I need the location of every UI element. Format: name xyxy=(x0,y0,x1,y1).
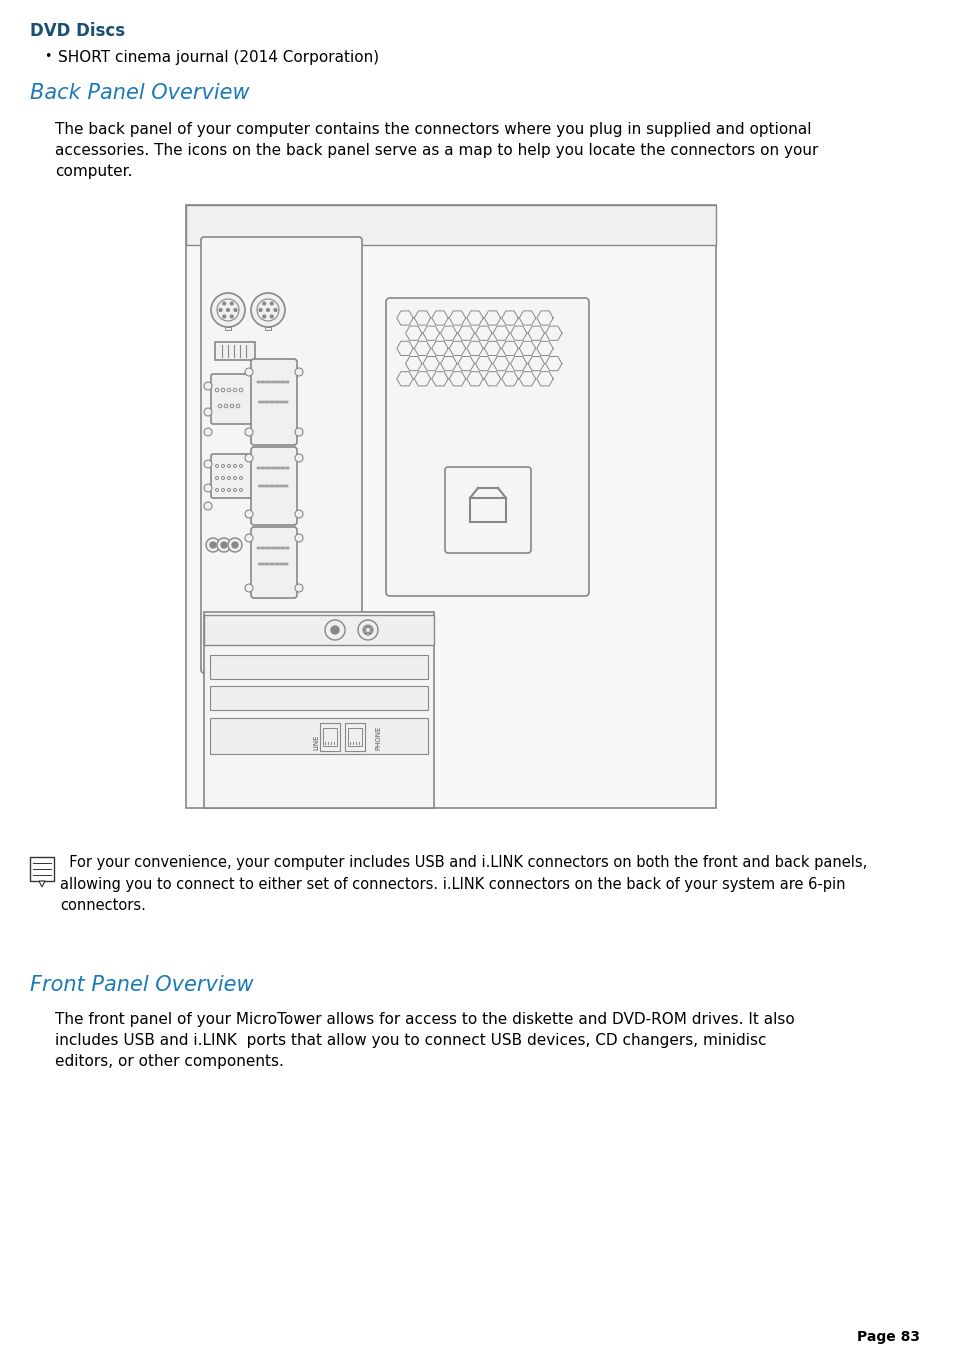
Bar xyxy=(210,655,428,680)
Circle shape xyxy=(223,303,226,305)
Bar xyxy=(319,723,339,751)
Circle shape xyxy=(270,303,273,305)
Text: •: • xyxy=(44,50,51,63)
Bar xyxy=(348,728,361,746)
Circle shape xyxy=(365,626,367,628)
Bar xyxy=(204,612,434,808)
FancyBboxPatch shape xyxy=(251,359,296,444)
Circle shape xyxy=(357,620,377,640)
Circle shape xyxy=(232,542,237,549)
Circle shape xyxy=(216,299,239,322)
Circle shape xyxy=(219,308,222,311)
Circle shape xyxy=(204,484,212,492)
FancyBboxPatch shape xyxy=(251,447,296,526)
Text: Back Panel Overview: Back Panel Overview xyxy=(30,82,250,103)
Circle shape xyxy=(245,534,253,542)
Circle shape xyxy=(331,626,338,634)
Circle shape xyxy=(363,630,365,631)
Text: LINE: LINE xyxy=(313,735,318,750)
Circle shape xyxy=(223,315,226,317)
FancyBboxPatch shape xyxy=(444,467,531,553)
Bar xyxy=(345,723,365,751)
Text: The back panel of your computer contains the connectors where you plug in suppli: The back panel of your computer contains… xyxy=(55,122,818,178)
Circle shape xyxy=(204,408,212,416)
Circle shape xyxy=(294,367,303,376)
Circle shape xyxy=(369,626,371,628)
Circle shape xyxy=(245,454,253,462)
Text: For your convenience, your computer includes USB and i.LINK connectors on both t: For your convenience, your computer incl… xyxy=(60,855,866,913)
Text: DVD Discs: DVD Discs xyxy=(30,22,125,41)
Bar xyxy=(210,717,428,754)
Circle shape xyxy=(259,308,262,311)
Circle shape xyxy=(270,315,273,317)
Circle shape xyxy=(230,303,233,305)
Circle shape xyxy=(211,293,245,327)
Circle shape xyxy=(245,428,253,436)
Circle shape xyxy=(206,538,220,553)
Circle shape xyxy=(266,308,269,311)
Circle shape xyxy=(263,303,265,305)
Text: SHORT cinema journal (2014 Corporation): SHORT cinema journal (2014 Corporation) xyxy=(58,50,378,65)
Bar xyxy=(30,857,54,881)
Circle shape xyxy=(204,382,212,390)
Circle shape xyxy=(294,428,303,436)
Circle shape xyxy=(204,503,212,509)
Circle shape xyxy=(210,542,215,549)
Circle shape xyxy=(204,428,212,436)
Circle shape xyxy=(370,630,372,631)
Circle shape xyxy=(245,367,253,376)
FancyBboxPatch shape xyxy=(211,454,252,499)
Text: The front panel of your MicroTower allows for access to the diskette and DVD-ROM: The front panel of your MicroTower allow… xyxy=(55,1012,794,1069)
Circle shape xyxy=(325,620,345,640)
FancyBboxPatch shape xyxy=(386,299,588,596)
FancyBboxPatch shape xyxy=(201,236,361,673)
Circle shape xyxy=(294,509,303,517)
Circle shape xyxy=(221,542,227,549)
Circle shape xyxy=(245,584,253,592)
Bar xyxy=(225,327,231,330)
Circle shape xyxy=(294,454,303,462)
Circle shape xyxy=(230,315,233,317)
Bar xyxy=(214,342,254,359)
Bar xyxy=(265,327,271,330)
Bar xyxy=(323,728,336,746)
Circle shape xyxy=(245,509,253,517)
Bar xyxy=(186,205,716,808)
Bar xyxy=(210,686,428,711)
Circle shape xyxy=(294,584,303,592)
Circle shape xyxy=(233,308,236,311)
Polygon shape xyxy=(39,881,45,888)
Circle shape xyxy=(274,308,276,311)
Circle shape xyxy=(369,632,371,634)
Text: Page 83: Page 83 xyxy=(856,1329,919,1344)
Circle shape xyxy=(256,299,278,322)
Bar xyxy=(186,205,716,245)
Text: Front Panel Overview: Front Panel Overview xyxy=(30,975,253,994)
Bar xyxy=(204,615,434,644)
Circle shape xyxy=(363,626,373,635)
Circle shape xyxy=(227,308,229,311)
Circle shape xyxy=(365,632,367,634)
FancyBboxPatch shape xyxy=(251,527,296,598)
Circle shape xyxy=(294,534,303,542)
FancyBboxPatch shape xyxy=(211,374,252,424)
Circle shape xyxy=(251,293,285,327)
Circle shape xyxy=(216,538,231,553)
Text: PHONE: PHONE xyxy=(375,725,380,750)
Circle shape xyxy=(263,315,265,317)
Circle shape xyxy=(204,459,212,467)
Circle shape xyxy=(228,538,242,553)
